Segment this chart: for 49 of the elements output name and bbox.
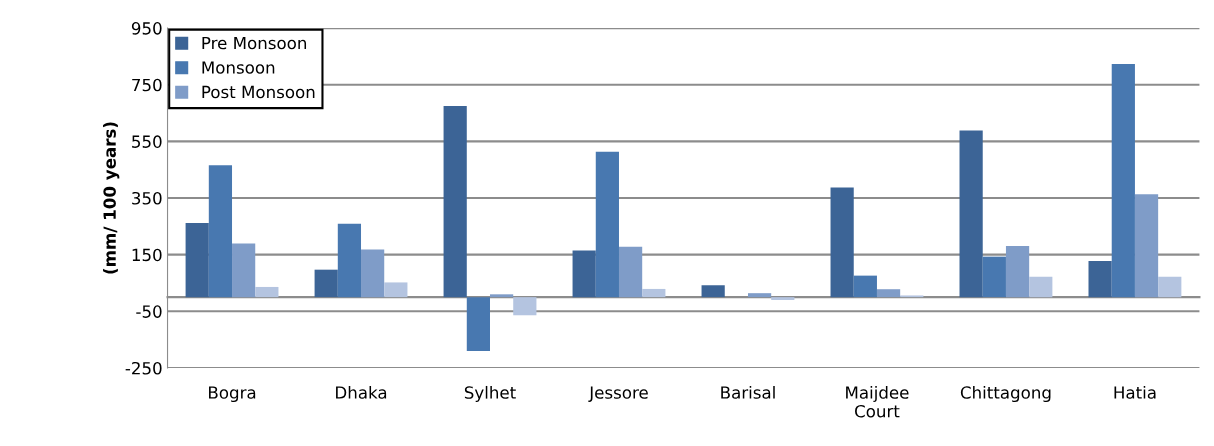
legend-label: Monsoon (202, 61, 275, 74)
bar (830, 187, 854, 298)
x-tick-label: Dhaka (336, 385, 387, 399)
x-tick-label: Barisal (721, 385, 775, 399)
bar (642, 288, 666, 298)
x-tick-label: Bogra (209, 386, 256, 403)
y-tick-label: 550 (132, 135, 162, 148)
bar (208, 165, 233, 298)
bar (959, 130, 983, 298)
y-tick-label: 350 (132, 191, 162, 205)
bar (771, 297, 795, 300)
bar (853, 275, 877, 298)
x-tick-label: Jessore (588, 386, 648, 402)
bar (361, 249, 385, 298)
bar (384, 282, 408, 298)
bar (185, 222, 209, 298)
bar (572, 250, 596, 298)
y-tick-label: 150 (132, 248, 162, 262)
bar (490, 294, 514, 298)
bar (466, 297, 490, 351)
bar (618, 246, 643, 298)
x-tick-label: Maijdee Court (846, 385, 909, 418)
bar (747, 293, 772, 298)
bar (314, 269, 338, 298)
bar (337, 223, 362, 298)
bar (1158, 276, 1182, 298)
legend-label: Pre Monsoon (202, 36, 307, 50)
y-axis-title: (mm/ 100 years) (103, 122, 120, 274)
bar (255, 286, 279, 298)
legend-label: Post Monsoon (202, 85, 315, 99)
y-tick-label: 750 (132, 78, 162, 92)
x-tick-label: Hatia (1114, 385, 1156, 399)
y-tick-label: -250 (125, 361, 162, 375)
y-tick-label: 950 (131, 22, 162, 35)
bar (701, 285, 725, 298)
bar (595, 151, 619, 298)
bar (1134, 194, 1159, 298)
bar (513, 297, 537, 316)
bar (982, 256, 1006, 298)
bar (1088, 260, 1112, 298)
bar (1005, 245, 1030, 298)
x-tick-label: Sylhet (464, 385, 516, 403)
bar (1111, 64, 1135, 298)
bar (232, 243, 256, 298)
y-tick-label: -50 (136, 305, 162, 318)
x-tick-label: Chittagong (960, 385, 1051, 403)
bar (876, 289, 901, 298)
bar (443, 105, 467, 298)
bar (1029, 276, 1053, 298)
